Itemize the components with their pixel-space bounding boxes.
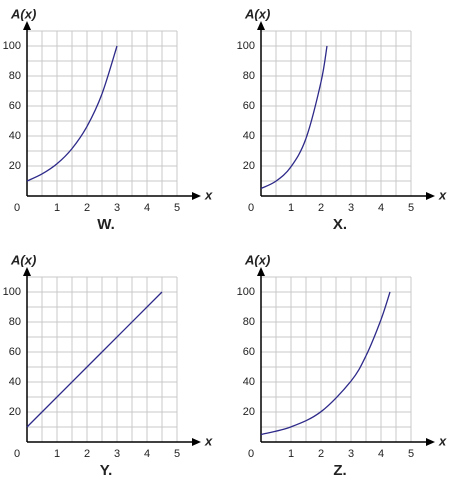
x-tick-label: 2 <box>318 202 324 214</box>
graph-panel: 0 1 2 3 4 5 20 40 60 80 100 x A(x) W. <box>3 6 213 233</box>
y-tick-label: 40 <box>9 376 21 388</box>
panel-label: W. <box>97 216 115 233</box>
y-tick-label: 80 <box>9 70 21 82</box>
y-tick-label: 100 <box>237 40 255 52</box>
x-tick-label: 4 <box>144 448 150 460</box>
x-tick-label: 0 <box>248 202 254 214</box>
x-arrow <box>426 192 435 200</box>
curve <box>26 45 118 182</box>
y-arrow <box>23 21 31 30</box>
x-tick-label: 4 <box>378 448 384 460</box>
y-tick-label: 20 <box>9 406 21 418</box>
x-tick-label: 2 <box>84 202 90 214</box>
y-axis-label: A(x) <box>244 6 270 21</box>
x-tick-label: 3 <box>114 448 120 460</box>
y-tick-label: 20 <box>243 406 255 418</box>
x-arrow <box>426 438 435 446</box>
panel-label: Y. <box>100 462 113 479</box>
panel-label: X. <box>333 216 347 233</box>
y-tick-label: 60 <box>243 100 255 112</box>
y-tick-label: 60 <box>243 346 255 358</box>
x-tick-label: 1 <box>54 202 60 214</box>
x-tick-label: 1 <box>288 448 294 460</box>
x-axis-label: x <box>438 187 447 202</box>
y-arrow <box>257 267 265 276</box>
x-tick-label: 0 <box>14 202 20 214</box>
y-tick-label: 80 <box>9 316 21 328</box>
y-tick-label: 60 <box>9 346 21 358</box>
x-tick-label: 5 <box>408 202 414 214</box>
curve <box>260 291 391 436</box>
y-tick-label: 100 <box>237 286 255 298</box>
x-tick-label: 2 <box>318 448 324 460</box>
y-arrow <box>257 21 265 30</box>
y-tick-label: 20 <box>9 160 21 172</box>
x-axis-label: x <box>438 433 447 448</box>
x-tick-label: 4 <box>144 202 150 214</box>
curve <box>260 45 328 190</box>
x-arrow <box>192 438 201 446</box>
y-tick-label: 100 <box>3 40 21 52</box>
x-tick-label: 3 <box>348 448 354 460</box>
y-tick-label: 80 <box>243 316 255 328</box>
x-tick-label: 1 <box>288 202 294 214</box>
panel-label: Z. <box>333 462 346 479</box>
y-tick-label: 60 <box>9 100 21 112</box>
y-axis-label: A(x) <box>10 6 36 21</box>
x-tick-label: 0 <box>14 448 20 460</box>
x-tick-label: 0 <box>248 448 254 460</box>
x-axis-label: x <box>204 187 213 202</box>
x-tick-label: 2 <box>84 448 90 460</box>
x-tick-label: 3 <box>114 202 120 214</box>
x-axis-label: x <box>204 433 213 448</box>
curve <box>26 291 163 428</box>
y-axis-label: A(x) <box>10 252 36 267</box>
y-axis-label: A(x) <box>244 252 270 267</box>
x-tick-label: 5 <box>174 202 180 214</box>
y-arrow <box>23 267 31 276</box>
x-tick-label: 4 <box>378 202 384 214</box>
y-tick-label: 40 <box>243 130 255 142</box>
y-tick-label: 40 <box>243 376 255 388</box>
x-tick-label: 5 <box>408 448 414 460</box>
y-tick-label: 20 <box>243 160 255 172</box>
y-tick-label: 80 <box>243 70 255 82</box>
x-tick-label: 5 <box>174 448 180 460</box>
x-tick-label: 3 <box>348 202 354 214</box>
y-tick-label: 40 <box>9 130 21 142</box>
graph-panel: 0 1 2 3 4 5 20 40 60 80 100 x A(x) Z. <box>237 252 447 479</box>
x-arrow <box>192 192 201 200</box>
x-tick-label: 1 <box>54 448 60 460</box>
y-tick-label: 100 <box>3 286 21 298</box>
graph-panel: 0 1 2 3 4 5 20 40 60 80 100 x A(x) Y. <box>3 252 213 479</box>
graph-panel: 0 1 2 3 4 5 20 40 60 80 100 x A(x) X. <box>237 6 447 233</box>
